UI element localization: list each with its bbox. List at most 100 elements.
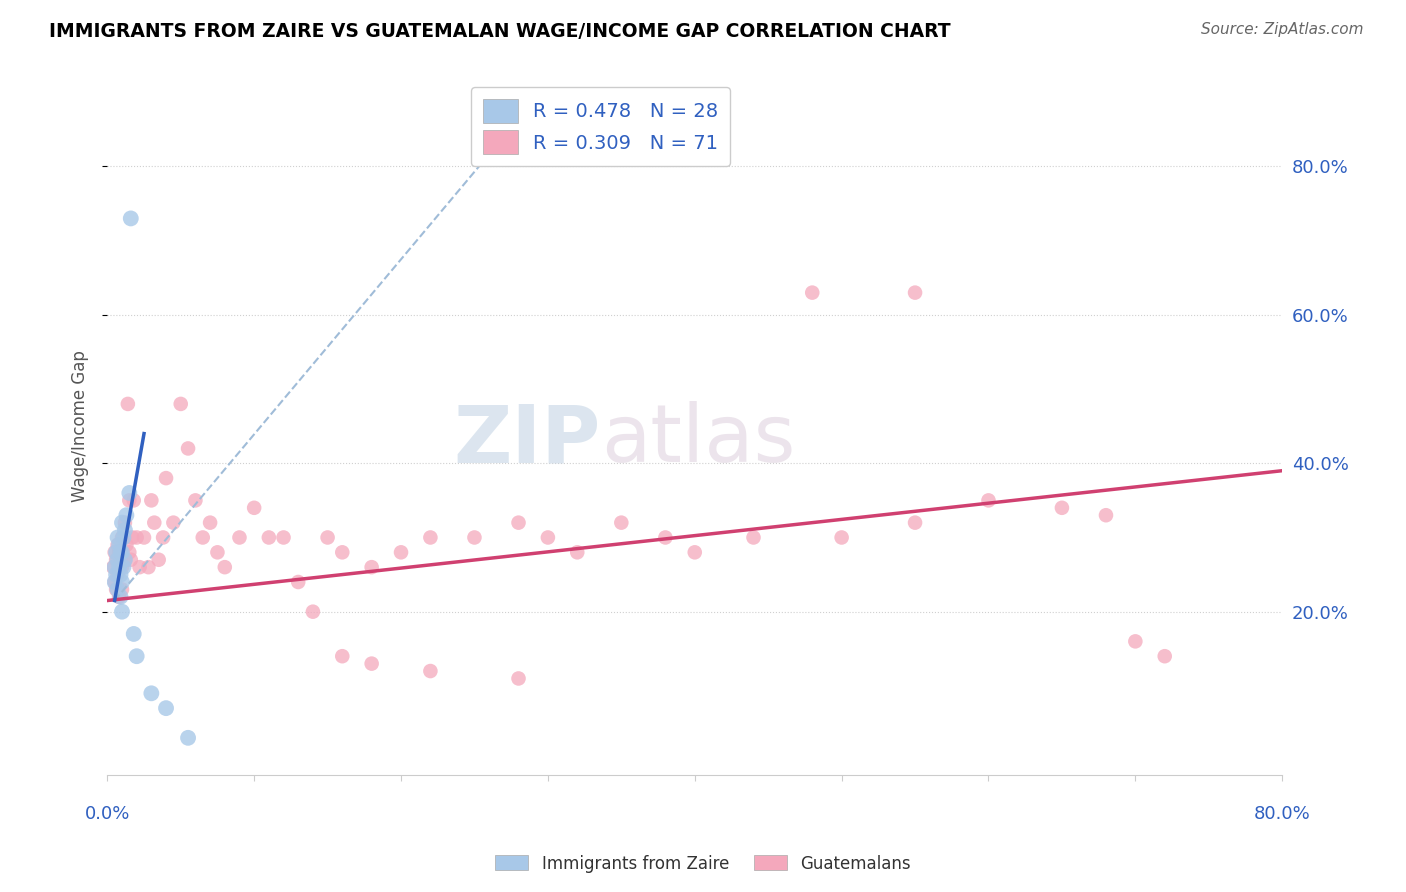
Point <box>104 574 127 589</box>
Point <box>654 531 676 545</box>
Point <box>111 545 134 559</box>
Point <box>177 442 200 456</box>
Point <box>170 397 193 411</box>
Point <box>128 560 150 574</box>
Text: 80.0%: 80.0% <box>1254 805 1310 823</box>
Point <box>742 531 765 545</box>
Text: Source: ZipAtlas.com: Source: ZipAtlas.com <box>1201 22 1364 37</box>
Point <box>115 508 138 523</box>
Point <box>1050 500 1073 515</box>
Point <box>111 560 134 574</box>
Point <box>122 493 145 508</box>
Point <box>101 560 124 574</box>
Text: atlas: atlas <box>600 401 796 479</box>
Point <box>120 211 142 226</box>
Point <box>316 531 339 545</box>
Point <box>198 516 221 530</box>
Point <box>508 672 530 686</box>
Point <box>104 574 127 589</box>
Point <box>463 531 485 545</box>
Point <box>831 531 853 545</box>
Point <box>108 545 131 559</box>
Y-axis label: Wage/Income Gap: Wage/Income Gap <box>72 351 89 502</box>
Point <box>122 627 145 641</box>
Point <box>104 545 127 559</box>
Point <box>120 553 142 567</box>
Point <box>107 582 129 597</box>
Text: ZIP: ZIP <box>454 401 600 479</box>
Point <box>138 560 160 574</box>
Point <box>105 582 128 597</box>
Point <box>214 560 236 574</box>
Point <box>114 553 136 567</box>
Point <box>177 731 200 745</box>
Point <box>419 664 441 678</box>
Point <box>118 545 141 559</box>
Point <box>112 531 135 545</box>
Point <box>152 531 174 545</box>
Point <box>904 516 927 530</box>
Point <box>1125 634 1147 648</box>
Point <box>141 493 163 508</box>
Point <box>108 560 131 574</box>
Point <box>110 567 132 582</box>
Point <box>228 531 250 545</box>
Point <box>104 560 127 574</box>
Point <box>1153 649 1175 664</box>
Point <box>360 657 382 671</box>
Point <box>125 531 148 545</box>
Point <box>111 531 134 545</box>
Point <box>419 531 441 545</box>
Point <box>567 545 589 559</box>
Point <box>257 531 280 545</box>
Point <box>107 553 129 567</box>
Point <box>184 493 207 508</box>
Point <box>105 553 128 567</box>
Point <box>610 516 633 530</box>
Point <box>114 516 136 530</box>
Point <box>155 701 177 715</box>
Point <box>273 531 295 545</box>
Point <box>117 397 139 411</box>
Point <box>904 285 927 300</box>
Text: 0.0%: 0.0% <box>84 805 129 823</box>
Point <box>108 590 131 604</box>
Point <box>107 567 129 582</box>
Point <box>977 493 1000 508</box>
Point <box>801 285 824 300</box>
Point <box>132 531 155 545</box>
Point <box>508 516 530 530</box>
Point <box>118 486 141 500</box>
Point <box>108 538 131 552</box>
Point <box>141 686 163 700</box>
Point <box>112 560 135 574</box>
Point <box>191 531 214 545</box>
Point <box>105 567 128 582</box>
Point <box>125 649 148 664</box>
Point <box>302 605 325 619</box>
Point <box>121 531 143 545</box>
Point <box>330 649 353 664</box>
Point <box>537 531 560 545</box>
Point <box>111 582 134 597</box>
Point <box>287 574 309 589</box>
Point <box>107 538 129 552</box>
Point <box>162 516 184 530</box>
Point <box>360 560 382 574</box>
Point <box>118 493 141 508</box>
Point <box>114 553 136 567</box>
Point <box>111 605 134 619</box>
Point <box>207 545 229 559</box>
Point <box>110 590 132 604</box>
Point <box>114 523 136 537</box>
Point <box>110 545 132 559</box>
Point <box>389 545 412 559</box>
Point <box>143 516 166 530</box>
Point <box>105 545 128 559</box>
Legend: R = 0.478   N = 28, R = 0.309   N = 71: R = 0.478 N = 28, R = 0.309 N = 71 <box>471 87 730 166</box>
Point <box>111 516 134 530</box>
Point <box>111 574 134 589</box>
Point <box>148 553 170 567</box>
Legend: Immigrants from Zaire, Guatemalans: Immigrants from Zaire, Guatemalans <box>488 848 918 880</box>
Point <box>1095 508 1118 523</box>
